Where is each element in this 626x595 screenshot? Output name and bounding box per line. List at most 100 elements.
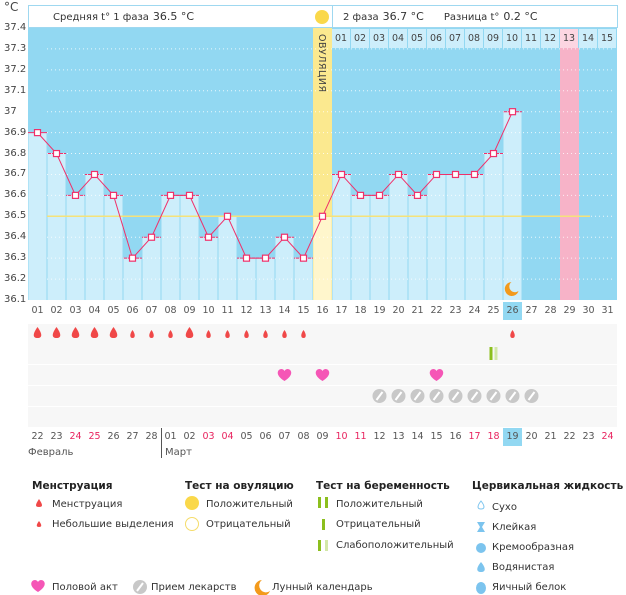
- day-label[interactable]: 29: [563, 305, 576, 316]
- date-label[interactable]: 16: [449, 431, 462, 442]
- day-label[interactable]: 07: [145, 305, 158, 316]
- day-label[interactable]: 03: [69, 305, 82, 316]
- temperature-point: [508, 108, 517, 116]
- day-label[interactable]: 09: [183, 305, 196, 316]
- phase1-label: Средняя t° 1 фаза: [53, 12, 149, 23]
- moon-icon: [504, 282, 519, 296]
- date-label[interactable]: 07: [278, 431, 291, 442]
- day-label[interactable]: 19: [373, 305, 386, 316]
- day-label[interactable]: 25: [487, 305, 500, 316]
- temperature-bar: [237, 258, 256, 300]
- date-label[interactable]: 04: [221, 431, 234, 442]
- phase2-day-label: 15: [598, 29, 616, 48]
- month-label: Февраль: [28, 447, 74, 458]
- day-label[interactable]: 27: [525, 305, 538, 316]
- day-label[interactable]: 26: [503, 302, 522, 320]
- temperature-point: [166, 191, 175, 199]
- date-label[interactable]: 18: [487, 431, 500, 442]
- event-row: [28, 407, 617, 427]
- temperature-bar: [142, 237, 161, 300]
- phase2-day-label: 12: [541, 29, 559, 48]
- legend-intercourse: Половой акт: [52, 582, 118, 593]
- day-label[interactable]: 20: [392, 305, 405, 316]
- drop-icon: [36, 499, 42, 507]
- date-label[interactable]: 01: [164, 431, 177, 442]
- temperature-point: [375, 191, 384, 199]
- date-label[interactable]: 11: [354, 431, 367, 442]
- date-label[interactable]: 09: [316, 431, 329, 442]
- day-label[interactable]: 24: [468, 305, 481, 316]
- day-label[interactable]: 01: [31, 305, 44, 316]
- day-label[interactable]: 04: [88, 305, 101, 316]
- dry-icon: [477, 500, 485, 510]
- date-label[interactable]: 05: [240, 431, 253, 442]
- pill-stroke: [508, 391, 517, 401]
- phase1-summary: Средняя t° 1 фаза 36.5 °C: [28, 5, 314, 28]
- y-tick-label: 36.7: [4, 168, 27, 180]
- pill-stroke: [527, 391, 536, 401]
- date-label[interactable]: 15: [430, 431, 443, 442]
- menstruation-drop-icon: [90, 327, 99, 338]
- temperature-point: [489, 149, 498, 158]
- date-label[interactable]: 24: [601, 431, 614, 442]
- day-label[interactable]: 23: [449, 305, 462, 316]
- date-label[interactable]: 13: [392, 431, 405, 442]
- day-label[interactable]: 14: [278, 305, 291, 316]
- date-label[interactable]: 14: [411, 431, 424, 442]
- day-label[interactable]: 05: [107, 305, 120, 316]
- spotting-drop-icon: [244, 330, 249, 338]
- phase2-day-label: 05: [408, 29, 426, 48]
- day-label[interactable]: 21: [411, 305, 424, 316]
- temperature-point: [147, 233, 156, 241]
- date-label[interactable]: 24: [69, 431, 82, 442]
- day-label[interactable]: 11: [221, 305, 234, 316]
- day-label[interactable]: 06: [126, 305, 139, 316]
- legend-icons: [31, 496, 486, 595]
- day-label[interactable]: 13: [259, 305, 272, 316]
- date-label[interactable]: 19: [503, 428, 522, 446]
- date-label[interactable]: 02: [183, 431, 196, 442]
- day-label[interactable]: 12: [240, 305, 253, 316]
- date-label[interactable]: 23: [582, 431, 595, 442]
- event-row: [28, 344, 617, 364]
- day-label[interactable]: 18: [354, 305, 367, 316]
- day-label[interactable]: 28: [544, 305, 557, 316]
- day-label[interactable]: 17: [335, 305, 348, 316]
- date-label[interactable]: 12: [373, 431, 386, 442]
- date-label[interactable]: 22: [31, 431, 44, 442]
- y-tick-label: 36.1: [4, 294, 27, 305]
- phase2-day-label: 01: [332, 29, 350, 48]
- date-label[interactable]: 23: [50, 431, 63, 442]
- spotting-drop-icon: [149, 330, 154, 338]
- legend-menstruation-title: Менструация: [32, 480, 113, 492]
- day-label[interactable]: 08: [164, 305, 177, 316]
- date-label[interactable]: 28: [145, 431, 158, 442]
- day-label[interactable]: 02: [50, 305, 63, 316]
- date-label[interactable]: 06: [259, 431, 272, 442]
- temperature-point: [71, 191, 80, 199]
- date-label[interactable]: 20: [525, 431, 538, 442]
- date-label[interactable]: 03: [202, 431, 215, 442]
- temperature-point: [52, 149, 61, 158]
- spotting-drop-icon: [168, 330, 173, 338]
- date-label[interactable]: 21: [544, 431, 557, 442]
- day-label[interactable]: 30: [582, 305, 595, 316]
- date-label[interactable]: 22: [563, 431, 576, 442]
- day-label[interactable]: 10: [202, 305, 215, 316]
- day-label[interactable]: 15: [297, 305, 310, 316]
- phase2-day-label: 08: [465, 29, 483, 48]
- date-label[interactable]: 08: [297, 431, 310, 442]
- legend-spotting: Небольшие выделения: [52, 519, 174, 530]
- date-label[interactable]: 10: [335, 431, 348, 442]
- date-label[interactable]: 25: [88, 431, 101, 442]
- temperature-point: [33, 129, 42, 137]
- day-label[interactable]: 16: [316, 305, 329, 316]
- chart-labels: 37.4 37.3 37.2 37.1 37 36.9 36.8 36.7 36.6 36.5 36…: [4, 22, 616, 458]
- date-label[interactable]: 27: [126, 431, 139, 442]
- day-label[interactable]: 31: [601, 305, 614, 316]
- spotting-drop-icon: [130, 330, 135, 338]
- date-label[interactable]: 17: [468, 431, 481, 442]
- temperature-bar: [199, 237, 218, 300]
- date-label[interactable]: 26: [107, 431, 120, 442]
- day-label[interactable]: 22: [430, 305, 443, 316]
